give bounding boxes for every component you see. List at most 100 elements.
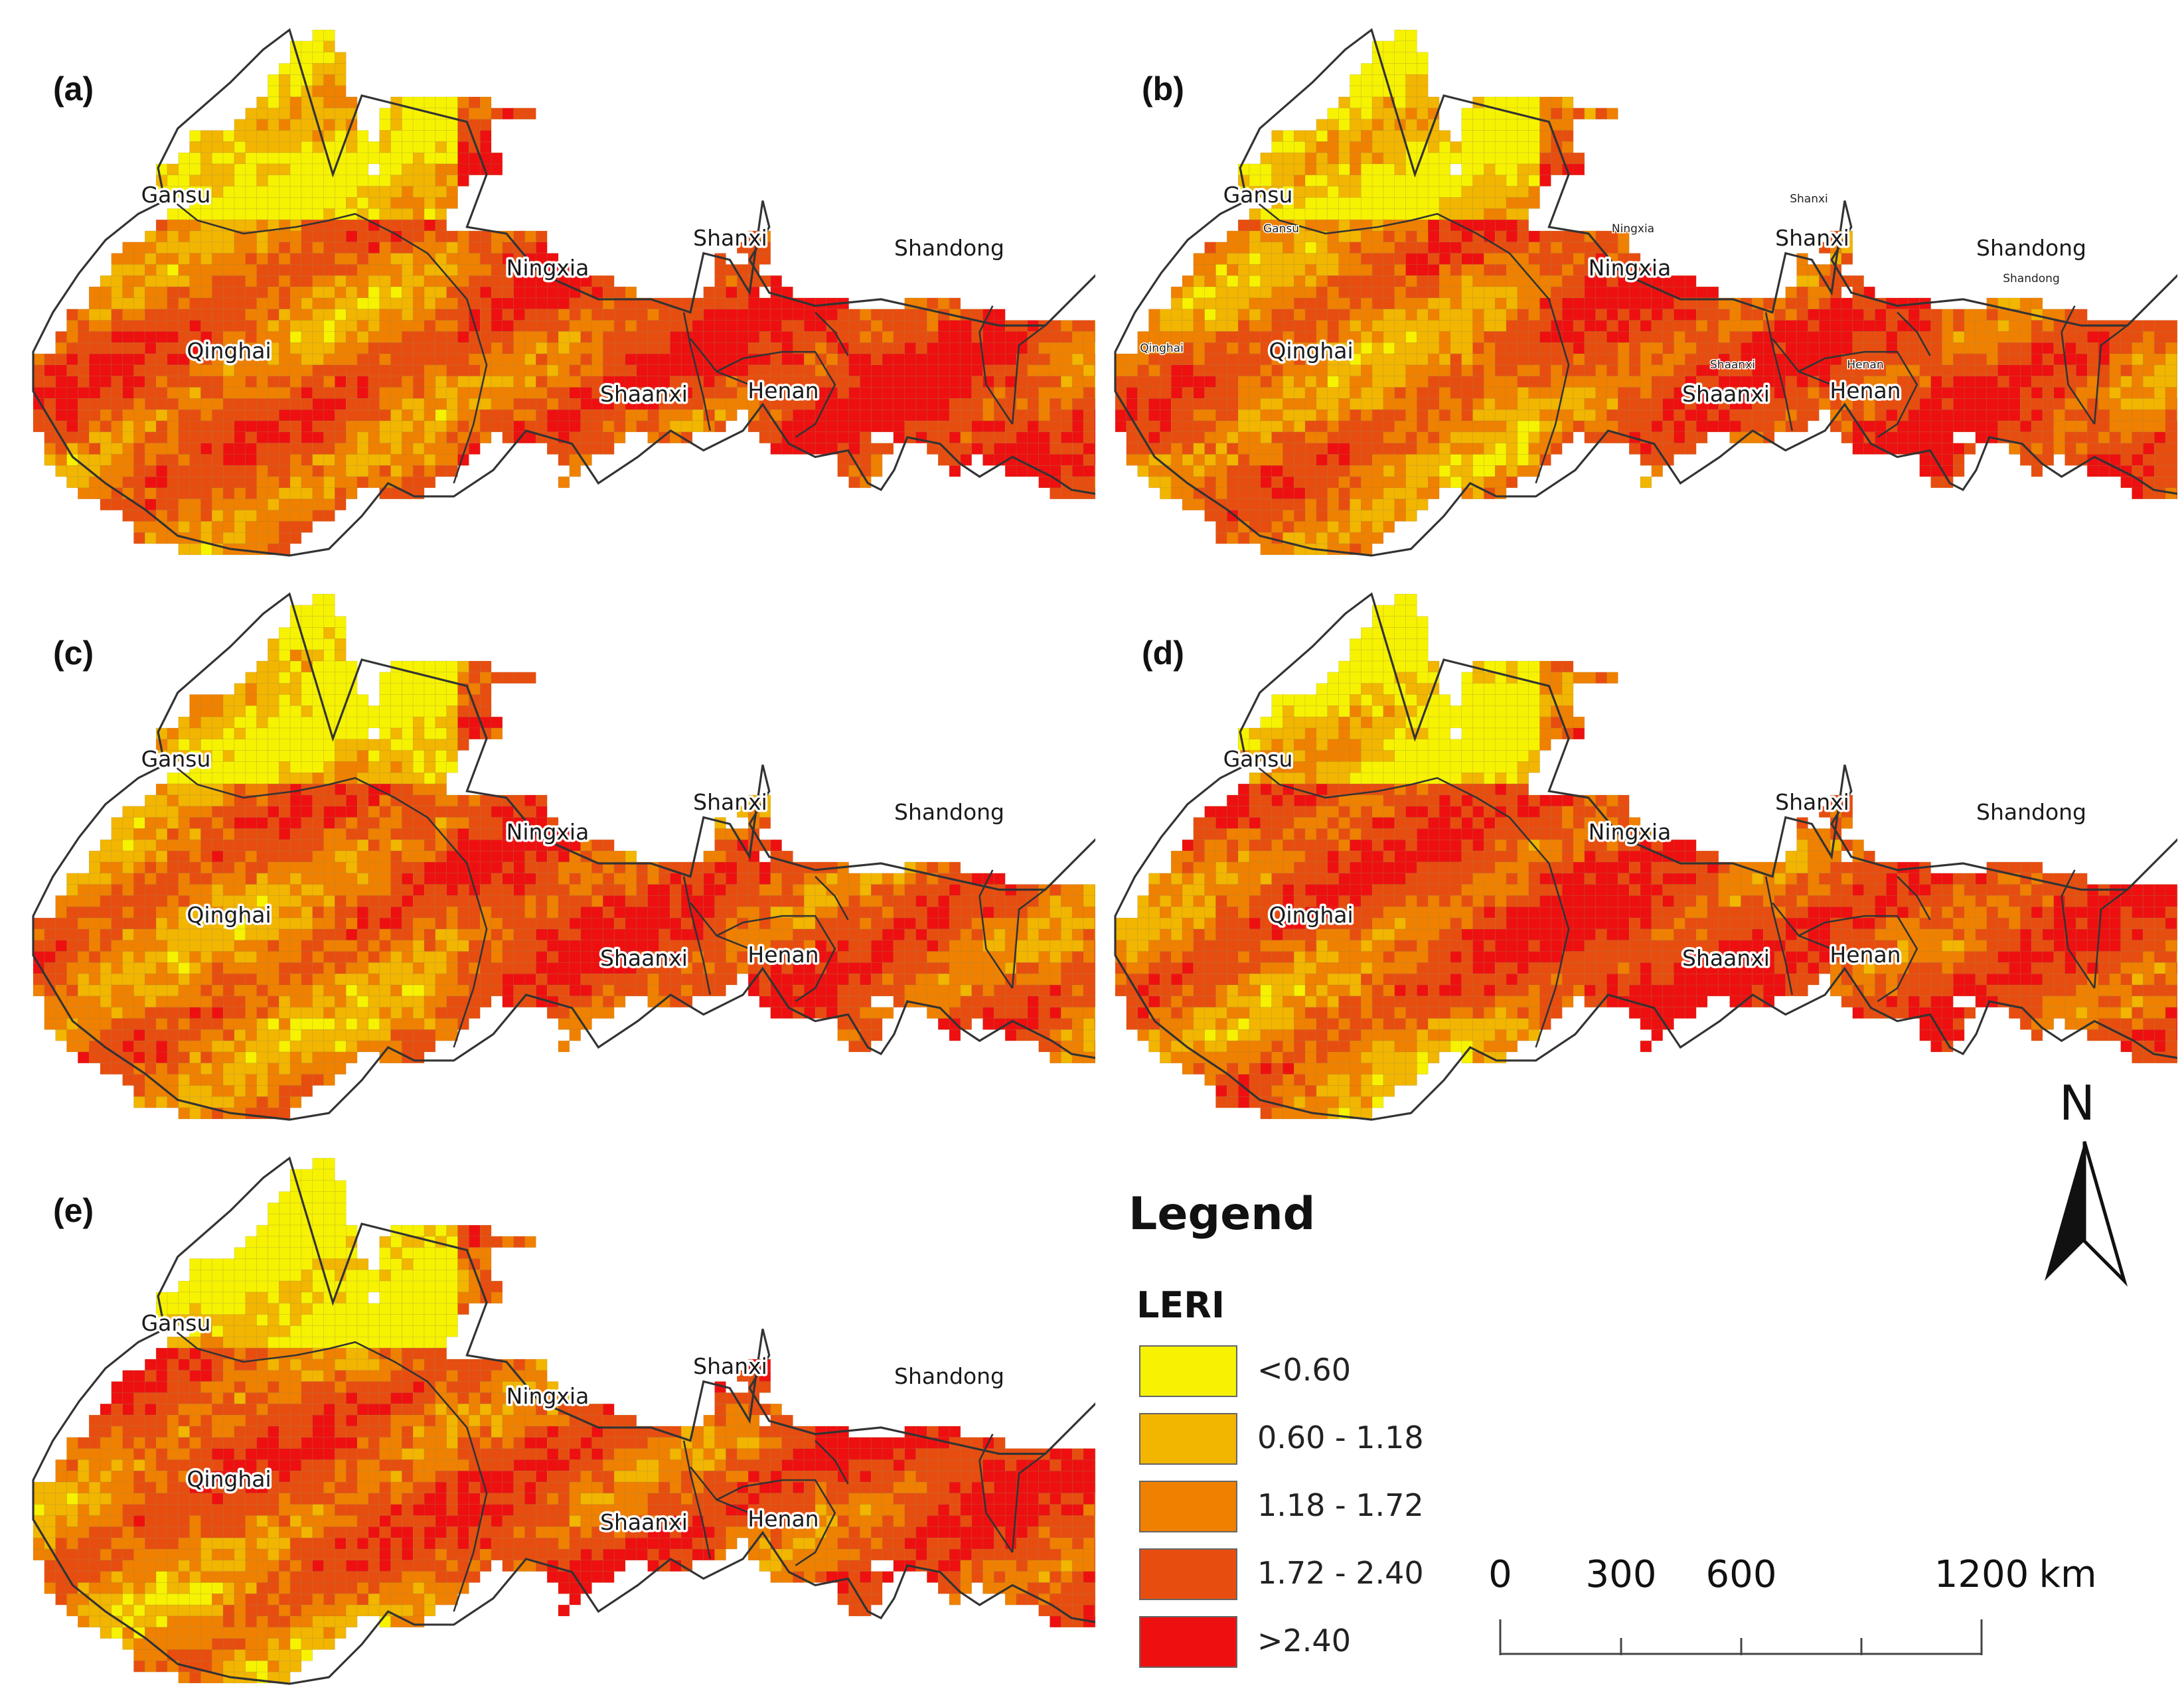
province-label-shandong: Shandong (894, 799, 1004, 825)
legend-label: 0.60 - 1.18 (1257, 1420, 1424, 1455)
legend-swatch (1139, 1616, 1237, 1668)
province-label-qinghai: Qinghai (187, 1466, 271, 1492)
province-small-label-qinghai: Qinghai (1140, 342, 1184, 355)
province-small-label-gansu: Gansu (1263, 222, 1299, 236)
province-small-label-shandong: Shandong (2003, 272, 2060, 285)
province-boundary (716, 1479, 836, 1566)
legend-label: 1.18 - 1.72 (1257, 1487, 1424, 1523)
legend-subtitle: LERI (1136, 1284, 1225, 1326)
province-label-gansu: Gansu (1223, 182, 1293, 208)
province-label-qinghai: Qinghai (1269, 338, 1353, 364)
legend-item: 1.18 - 1.72 (1139, 1481, 1511, 1534)
province-label-gansu: Gansu (141, 746, 211, 772)
province-label-ningxia: Ningxia (1589, 255, 1672, 281)
map-svg-e: Gansu Qinghai Ningxia Shaanxi Shanxi Henan Sha… (32, 1156, 1095, 1685)
scale-tick-label: 600 (1705, 1553, 1777, 1596)
legend-item: 0.60 - 1.18 (1139, 1413, 1511, 1466)
province-label-qinghai: Qinghai (187, 902, 271, 928)
scale-bar: 0 300 600 1200 km (1474, 1553, 2138, 1672)
province-boundary (1011, 325, 1046, 425)
province-label-shandong: Shandong (1976, 235, 2086, 261)
raster-cells (1115, 29, 2177, 556)
province-label-shanxi: Shanxi (1775, 789, 1849, 815)
map-svg-c: Gansu Qinghai Ningxia Shaanxi Shanxi Henan Sha… (32, 592, 1095, 1121)
province-boundary (2061, 305, 2096, 425)
province-label-shaanxi: Shaanxi (1682, 945, 1770, 971)
province-boundary (815, 875, 849, 921)
legend-swatch (1139, 1345, 1237, 1397)
province-label-henan: Henan (747, 378, 819, 404)
province-label-shanxi: Shanxi (693, 1353, 767, 1379)
province-boundary (978, 1434, 1014, 1553)
legend-swatch (1139, 1548, 1237, 1600)
province-boundary (689, 902, 750, 950)
province-small-label-shaanxi: Shaanxi (1710, 358, 1755, 372)
legend-swatch (1139, 1413, 1237, 1465)
basin-outline (32, 592, 1095, 1121)
legend-item: 1.72 - 2.40 (1139, 1548, 1511, 1601)
province-label-gansu: Gansu (141, 182, 211, 208)
province-label-shaanxi: Shaanxi (600, 1509, 688, 1535)
legend-item: <0.60 (1139, 1345, 1511, 1398)
legend: Legend LERI <0.60 0.60 - 1.18 1.18 - 1.7… (1129, 1188, 1527, 1692)
province-boundary (1246, 193, 1570, 484)
scale-unit: km (2039, 1553, 2097, 1596)
province-boundary (815, 311, 849, 356)
map-panel-d: Gansu Qinghai Ningxia Shaanxi Shanxi Henan Sha… (1089, 577, 2177, 1135)
province-label-shandong: Shandong (894, 1363, 1004, 1389)
province-boundary (1764, 312, 1793, 431)
province-boundary (1246, 757, 1570, 1048)
province-label-ningxia: Ningxia (507, 819, 589, 845)
panel-label-c: (c) (53, 634, 94, 672)
legend-label: <0.60 (1257, 1352, 1351, 1388)
raster-cells (33, 1157, 1095, 1684)
province-boundary (1764, 876, 1793, 996)
province-boundary (978, 869, 1014, 989)
province-label-shandong: Shandong (1976, 799, 2086, 825)
province-boundary (2093, 325, 2128, 425)
province-label-shaanxi: Shaanxi (600, 381, 688, 407)
scale-tick-label: 300 (1585, 1553, 1657, 1596)
province-label-qinghai: Qinghai (1269, 902, 1353, 928)
north-label: N (2059, 1075, 2095, 1131)
panel-label-e: (e) (53, 1192, 94, 1229)
scale-bar-line (1499, 1619, 1983, 1655)
province-label-ningxia: Ningxia (507, 1383, 589, 1409)
province-boundary (716, 350, 836, 438)
legend-item: >2.40 (1139, 1616, 1511, 1669)
province-label-henan: Henan (747, 942, 819, 968)
map-panel-b: Gansu Qinghai Ningxia Shaanxi Shanxi Henan Sha… (1089, 13, 2177, 571)
map-svg-a: Gansu Qinghai Ningxia Shaanxi Shanxi Henan Sha… (32, 28, 1095, 557)
province-small-label-shanxi: Shanxi (1790, 192, 1828, 206)
province-boundary (1798, 350, 1918, 438)
map-panel-c: Gansu Qinghai Ningxia Shaanxi Shanxi Henan Sha… (7, 577, 1095, 1135)
province-boundary (164, 1321, 488, 1612)
raster-cells (33, 593, 1095, 1120)
province-boundary (682, 312, 711, 431)
province-small-label-ningxia: Ningxia (1612, 222, 1654, 236)
province-boundary (2061, 869, 2096, 989)
province-label-gansu: Gansu (1223, 746, 1293, 772)
north-arrow: N (2025, 1075, 2144, 1294)
scale-tick-label: 1200 (1934, 1553, 2029, 1596)
map-svg-d: Gansu Qinghai Ningxia Shaanxi Shanxi Henan Sha… (1114, 592, 2177, 1121)
province-label-shanxi: Shanxi (693, 789, 767, 815)
province-boundary (682, 1440, 711, 1560)
province-label-henan: Henan (747, 1506, 819, 1532)
province-label-shanxi: Shanxi (1775, 225, 1849, 251)
province-label-ningxia: Ningxia (507, 255, 589, 281)
map-panel-a: Gansu Qinghai Ningxia Shaanxi Shanxi Henan Sha… (7, 13, 1095, 571)
map-svg-b: Gansu Qinghai Ningxia Shaanxi Shanxi Henan Sha… (1114, 28, 2177, 557)
raster-cells (1115, 593, 2177, 1120)
legend-title: Legend (1129, 1188, 1316, 1240)
raster-cells (33, 29, 1095, 556)
province-boundary (164, 757, 488, 1048)
scale-tick-label: 0 (1488, 1553, 1512, 1596)
province-boundary (1897, 311, 1931, 356)
province-boundary (2093, 889, 2128, 989)
province-label-shaanxi: Shaanxi (1682, 381, 1770, 407)
map-panel-e: Gansu Qinghai Ningxia Shaanxi Shanxi Henan Sha… (7, 1142, 1095, 1699)
province-label-qinghai: Qinghai (187, 338, 271, 364)
basin-outline (32, 1156, 1095, 1685)
province-boundary (978, 305, 1014, 425)
